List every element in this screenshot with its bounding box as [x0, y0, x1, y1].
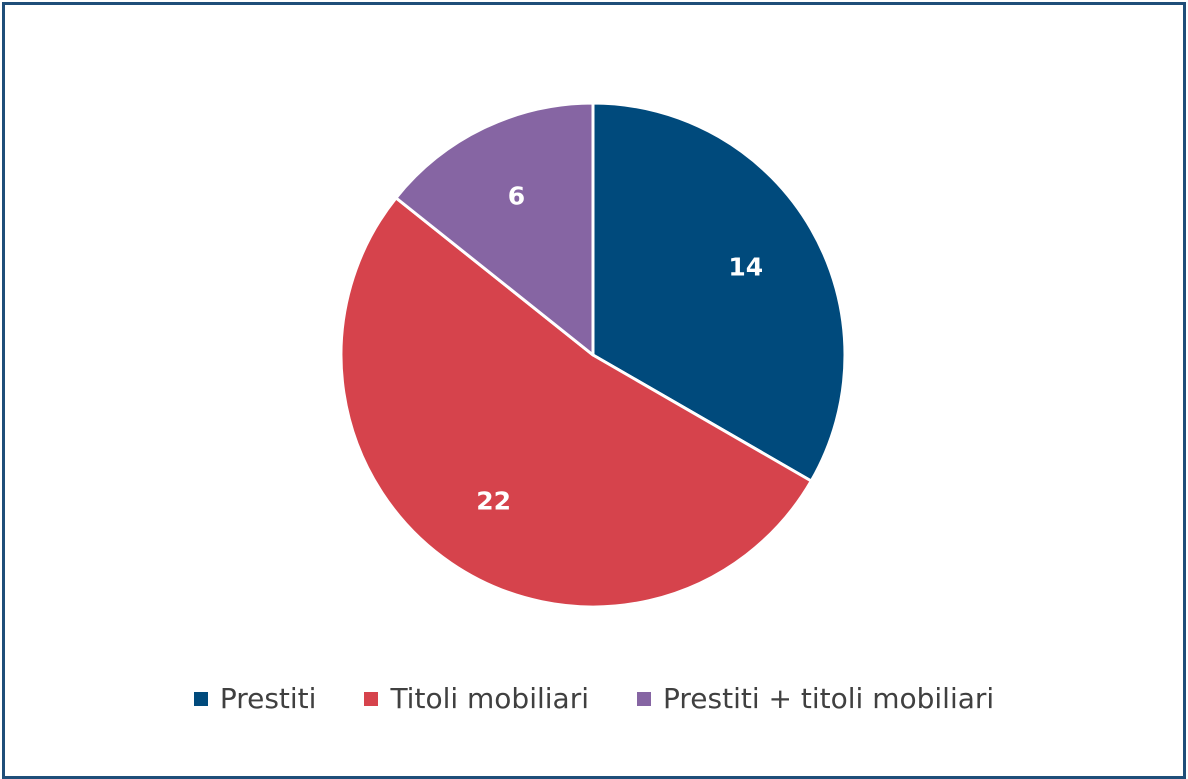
legend-item-titoli-mobiliari: Titoli mobiliari	[364, 682, 589, 715]
data-label-prestiti: 14	[728, 252, 763, 281]
legend-item-prestiti-titoli-mobiliari: Prestiti + titoli mobiliari	[637, 682, 994, 715]
legend-item-prestiti: Prestiti	[193, 682, 317, 715]
legend: Prestiti Titoli mobiliari Prestiti + tit…	[5, 682, 1183, 715]
pie-slice-prestiti-titoli-mobiliari	[394, 101, 595, 357]
data-label-prestiti-titoli-mobiliari: 6	[508, 182, 525, 211]
legend-label-prestiti: Prestiti	[219, 682, 317, 715]
pie-slice-titoli-mobiliari	[339, 196, 813, 609]
legend-swatch-titoli-mobiliari	[364, 691, 379, 706]
pie-data-labels: 14 22 6	[476, 182, 763, 516]
legend-label-titoli-mobiliari: Titoli mobiliari	[390, 682, 589, 715]
pie-slices	[339, 101, 847, 609]
data-label-titoli-mobiliari: 22	[476, 486, 511, 515]
legend-swatch-prestiti-titoli-mobiliari	[637, 691, 651, 706]
pie-chart: 14 22 6	[339, 101, 847, 609]
legend-label-prestiti-titoli-mobiliari: Prestiti + titoli mobiliari	[663, 682, 995, 715]
legend-swatch-prestiti	[193, 691, 208, 706]
pie-slice-prestiti	[591, 101, 847, 483]
